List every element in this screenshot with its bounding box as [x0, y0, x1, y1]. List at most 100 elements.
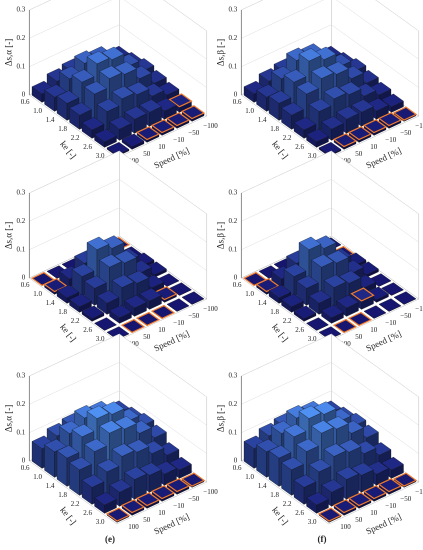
x-tick-label: 3.0: [96, 518, 105, 526]
grid-line: [29, 390, 207, 454]
bar: [135, 311, 161, 327]
bar: [135, 126, 161, 143]
panel: 0 0.1 0.2 0.3 Δs,α [-] 0.61.0 1.41.8 2.22.6 3.0 1…: [3, 150, 218, 361]
x-tick-label: 1.0: [245, 290, 254, 298]
bar-top: [283, 263, 307, 277]
bar-top: [393, 291, 417, 305]
bar-top: [347, 311, 373, 327]
bar-top: [326, 250, 349, 264]
bar-top: [377, 478, 403, 493]
y-tick-label: 100: [340, 523, 351, 531]
bar-top: [362, 119, 388, 134]
bar: [293, 305, 317, 322]
bar-top: [165, 478, 191, 493]
y-tick-label: 50: [143, 150, 151, 158]
bar: [96, 458, 120, 498]
z-tick-label: 0.1: [17, 245, 26, 253]
bar: [120, 318, 146, 334]
z-tick-label: 0.3: [17, 372, 26, 380]
bar-top: [99, 65, 122, 79]
x-axis-label: ke [-]: [58, 139, 78, 161]
bar: [332, 499, 358, 516]
bar: [377, 478, 403, 495]
bar-top: [120, 499, 146, 514]
bar: [393, 291, 417, 305]
bar-top: [86, 405, 110, 419]
bar-top: [69, 456, 92, 471]
bar-top: [69, 102, 92, 116]
bar: [169, 282, 192, 296]
x-tick-label: 0.6: [21, 281, 30, 289]
bar-top: [321, 116, 344, 130]
x-tick-label: 1.0: [245, 107, 254, 115]
bar: [306, 317, 329, 331]
bar-top: [308, 98, 332, 112]
bar: [293, 116, 317, 139]
bar-top: [139, 287, 162, 302]
y-tick-label: 50: [143, 516, 151, 524]
bar: [94, 128, 117, 148]
x-tick-label: 2.6: [295, 509, 304, 517]
bar: [321, 479, 344, 507]
bar-top: [326, 61, 349, 75]
z-tick-label: 0.3: [229, 6, 238, 14]
x-tick-label: 2.2: [71, 500, 80, 508]
y-tick-label: 10: [370, 509, 378, 517]
bar-top: [139, 99, 162, 113]
bar-top: [293, 305, 317, 319]
bar: [317, 507, 343, 523]
panel: 0 0.1 0.2 0.3 Δs,β [-] 0.61.0 1.41.8 2.22.6 3.0 1…: [215, 0, 423, 178]
panel: 0 0.1 0.2 0.3 Δs,β [-] 0.61.0 1.41.8 2.22.6 3.0 1…: [215, 150, 423, 361]
bar: [109, 304, 132, 324]
bar-top: [69, 293, 92, 307]
caption: (f): [318, 534, 327, 544]
bar: [281, 293, 304, 313]
bar-top: [313, 401, 337, 415]
bar-top: [298, 236, 322, 250]
y-tick-label: −100: [203, 488, 218, 496]
x-tick-label: 1.0: [33, 473, 42, 481]
x-tick-label: 1.8: [270, 125, 279, 133]
bar-top: [308, 290, 332, 304]
grid-line: [29, 207, 207, 271]
x-tick-label: 1.4: [46, 482, 55, 490]
y-tick-label: 10: [158, 509, 166, 517]
bar-top: [94, 491, 117, 506]
z-axis-label: Δs,α [-]: [3, 222, 13, 250]
bar-top: [317, 507, 343, 522]
bar-top: [109, 116, 132, 130]
z-tick-label: 0.1: [17, 62, 26, 70]
bar-top: [71, 263, 95, 277]
bar: [362, 119, 388, 136]
bar-top: [332, 133, 358, 148]
x-axis-label: ke [-]: [58, 322, 78, 344]
z-tick-label: 0.1: [229, 428, 238, 436]
bar-top: [323, 443, 347, 457]
bar-top: [120, 318, 146, 334]
bar-top: [121, 133, 145, 147]
x-tick-label: 2.2: [283, 500, 292, 508]
x-axis-label: ke [-]: [270, 139, 290, 161]
y-tick-label: 50: [355, 516, 363, 524]
x-tick-label: 0.6: [233, 98, 242, 106]
bar: [124, 294, 147, 317]
bar-top: [268, 284, 292, 298]
grid-line: [29, 150, 207, 215]
bar: [306, 128, 329, 148]
x-tick-label: 2.6: [295, 143, 304, 151]
bar: [336, 294, 359, 317]
bar-top: [106, 142, 130, 156]
bar-top: [165, 112, 191, 127]
bar-top: [362, 485, 388, 500]
bar: [165, 478, 191, 495]
y-tick-label: 50: [355, 150, 363, 158]
y-tick-label: −50: [400, 129, 411, 137]
bar-top: [321, 304, 344, 318]
x-axis-label: ke [-]: [58, 505, 78, 527]
bar-top: [321, 479, 344, 493]
bar-top: [347, 492, 373, 507]
y-tick-label: 50: [355, 333, 363, 341]
panel: 0 0.1 0.2 0.3 Δs,α [-] 0.61.0 1.41.8 2.22.6 3.0 1…: [3, 0, 218, 178]
x-tick-label: 1.0: [33, 107, 42, 115]
bar-top: [124, 294, 147, 309]
